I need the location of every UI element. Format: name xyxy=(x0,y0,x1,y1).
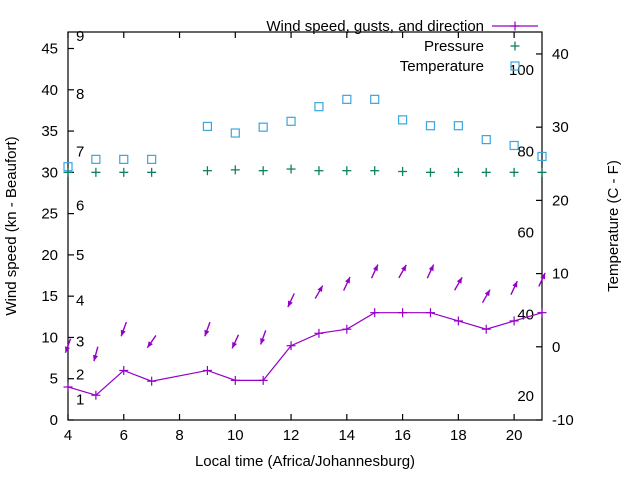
x-tick-label: 6 xyxy=(120,427,128,444)
fahrenheit-label: 100 xyxy=(509,62,534,79)
x-tick-label: 20 xyxy=(506,427,523,444)
legend-marker xyxy=(510,61,520,71)
y2-tick-label: 20 xyxy=(552,192,569,209)
legend-marker xyxy=(510,41,520,51)
y2-axis-title: Temperature (C - F) xyxy=(605,160,622,292)
fahrenheit-label: 20 xyxy=(517,388,534,405)
x-tick-label: 18 xyxy=(450,427,467,444)
temperature-series xyxy=(63,94,547,172)
axis-titles: Local time (Africa/Johannesburg) Wind spe… xyxy=(3,136,622,470)
y-tick-label: 30 xyxy=(41,164,58,181)
beaufort-label: 5 xyxy=(76,247,84,264)
x-tick-label: 4 xyxy=(64,427,72,444)
beaufort-label: 4 xyxy=(76,292,84,309)
legend-label: Pressure xyxy=(424,38,484,55)
beaufort-scale-labels: 1 2 3 4 5 6 7 8 9 xyxy=(76,28,84,408)
chart-legend: Wind speed, gusts, and direction Pressure… xyxy=(266,18,538,75)
fahrenheit-scale-labels: 20 40 60 80 100 xyxy=(509,62,534,405)
wind-series xyxy=(63,264,547,400)
y2-tick-label: 10 xyxy=(552,266,569,283)
gust-direction-arrow xyxy=(398,264,407,279)
y-tick-label: 20 xyxy=(41,247,58,264)
beaufort-label: 6 xyxy=(76,197,84,214)
gust-direction-arrow xyxy=(510,280,518,296)
gust-direction-arrow xyxy=(426,264,435,279)
beaufort-label: 1 xyxy=(76,391,84,408)
y-tick-label: 10 xyxy=(41,329,58,346)
y-tick-label: 45 xyxy=(41,41,58,58)
gust-direction-arrow xyxy=(453,276,463,291)
legend-marker xyxy=(492,21,538,31)
gust-direction-arrow xyxy=(370,264,379,279)
y-tick-label: 0 xyxy=(50,412,58,429)
x-axis-ticks: 4 6 8 10 12 14 16 18 20 xyxy=(64,32,523,444)
y2-tick-label: -10 xyxy=(552,412,574,429)
y-axis-title: Wind speed (kn - Beaufort) xyxy=(3,136,20,315)
beaufort-label: 8 xyxy=(76,86,84,103)
gust-direction-arrow xyxy=(204,321,211,337)
x-tick-label: 14 xyxy=(338,427,355,444)
gust-direction-arrow xyxy=(314,285,324,299)
y-tick-label: 25 xyxy=(41,206,58,223)
y2-tick-label: 40 xyxy=(552,46,569,63)
beaufort-label: 9 xyxy=(76,28,84,45)
y-tick-label: 15 xyxy=(41,288,58,305)
gust-direction-arrow xyxy=(64,338,72,353)
x-tick-label: 12 xyxy=(283,427,300,444)
gust-direction-arrow xyxy=(146,335,157,349)
y2-axis-ticks: -10 0 10 20 30 40 xyxy=(536,46,574,429)
y2-tick-label: 30 xyxy=(552,119,569,136)
y-tick-label: 40 xyxy=(41,82,58,99)
gust-direction-arrow xyxy=(231,334,240,349)
gust-direction-arrow xyxy=(343,276,351,291)
gust-direction-arrow xyxy=(287,293,295,308)
y2-tick-label: 0 xyxy=(552,339,560,356)
gust-direction-arrow xyxy=(259,330,267,345)
beaufort-label: 3 xyxy=(76,334,84,351)
beaufort-label: 7 xyxy=(76,144,84,161)
y-tick-label: 5 xyxy=(50,371,58,388)
x-axis-title: Local time (Africa/Johannesburg) xyxy=(195,453,415,470)
fahrenheit-label: 80 xyxy=(517,143,534,160)
pressure-series xyxy=(63,164,547,177)
y-tick-label: 35 xyxy=(41,123,58,140)
legend-label: Wind speed, gusts, and direction xyxy=(266,18,484,35)
legend-label: Temperature xyxy=(400,58,484,75)
x-tick-label: 10 xyxy=(227,427,244,444)
gust-direction-arrow xyxy=(120,321,127,337)
gust-direction-arrow xyxy=(538,272,546,287)
plot-frame xyxy=(67,31,543,421)
gust-direction-arrow xyxy=(92,346,99,362)
x-tick-label: 16 xyxy=(394,427,411,444)
x-tick-label: 8 xyxy=(175,427,183,444)
beaufort-label: 2 xyxy=(76,367,84,384)
gust-direction-arrow xyxy=(481,289,491,304)
y-axis-ticks: 0 5 10 15 20 25 30 35 40 45 xyxy=(41,41,74,429)
fahrenheit-label: 40 xyxy=(517,307,534,324)
fahrenheit-label: 60 xyxy=(517,225,534,242)
